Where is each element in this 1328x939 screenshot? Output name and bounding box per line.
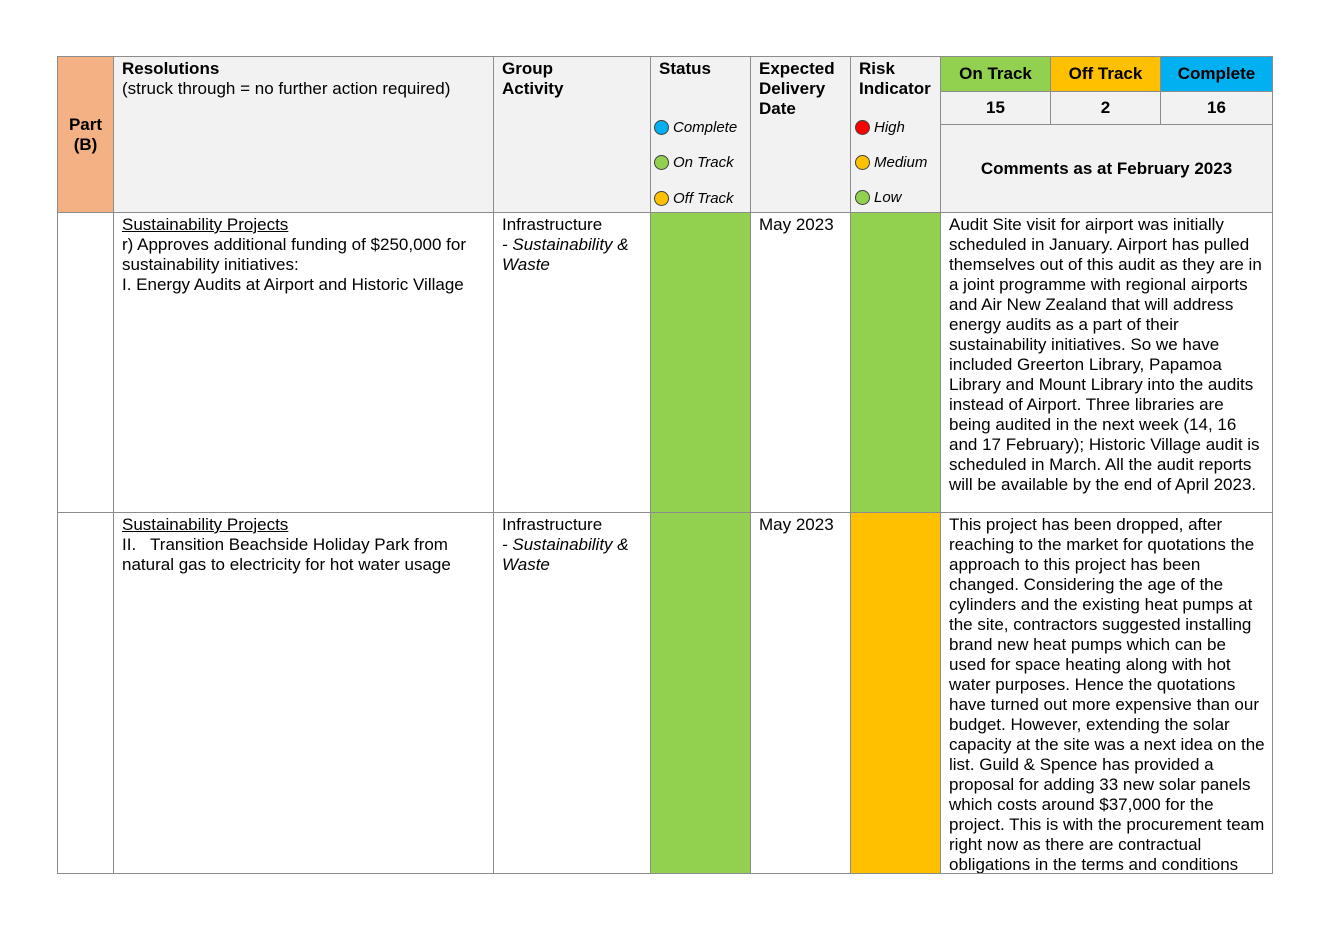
complete-summary-label: Complete: [1160, 56, 1273, 92]
high-risk-dot-icon: [855, 120, 870, 135]
row-2-status-cell: [650, 512, 751, 874]
row-1-project-title: Sustainability Projects: [122, 215, 289, 234]
expected-delivery-header: Expected Delivery Date: [750, 56, 851, 213]
status-legend-on-track: On Track: [654, 154, 734, 171]
row-2-group-cell: Infrastructure - Sustainability & Waste: [493, 512, 651, 874]
on-track-summary-label: On Track: [940, 56, 1051, 92]
row-2-delivery-date: May 2023: [750, 512, 851, 874]
risk-legend-medium: Medium: [855, 154, 927, 171]
part-header: Part (B): [57, 56, 114, 213]
status-legend-off-track: Off Track: [654, 190, 734, 207]
row-1-delivery-date: May 2023: [750, 212, 851, 513]
row-1-comment: Audit Site visit for airport was initial…: [940, 212, 1273, 513]
off-track-count: 2: [1050, 91, 1161, 125]
row-1-risk-cell: [850, 212, 941, 513]
resolutions-subtitle: (struck through = no further action requ…: [122, 79, 451, 98]
status-title: Status: [659, 59, 711, 78]
row-2-project-title: Sustainability Projects: [122, 515, 289, 534]
off-track-dot-icon: [654, 191, 669, 206]
risk-legend-low: Low: [855, 189, 902, 206]
row-2-resolution-text: II. Transition Beachside Holiday Park fr…: [122, 535, 453, 574]
resolutions-table: Part (B) Resolutions (struck through = n…: [57, 56, 1273, 874]
row-2-activity: - Sustainability & Waste: [502, 535, 629, 574]
risk-indicator-header: Risk Indicator High Medium Low: [850, 56, 941, 213]
row-1-status-cell: [650, 212, 751, 513]
status-legend-complete: Complete: [654, 119, 737, 136]
off-track-summary-label: Off Track: [1050, 56, 1161, 92]
low-risk-dot-icon: [855, 190, 870, 205]
on-track-dot-icon: [654, 155, 669, 170]
complete-dot-icon: [654, 120, 669, 135]
risk-legend-high: High: [855, 119, 905, 136]
complete-count: 16: [1160, 91, 1273, 125]
comments-title: Comments as at February 2023: [940, 124, 1273, 213]
row-1-resolution-text: r) Approves additional funding of $250,0…: [122, 235, 467, 294]
row-1-group: Infrastructure: [502, 215, 603, 234]
medium-risk-dot-icon: [855, 155, 870, 170]
status-header: Status Complete On Track Off Track: [650, 56, 751, 213]
row-2-part-cell: [57, 512, 114, 874]
row-1-group-cell: Infrastructure - Sustainability & Waste: [493, 212, 651, 513]
risk-title: Risk Indicator: [859, 59, 931, 98]
row-1-resolution-cell: Sustainability Projects r) Approves addi…: [113, 212, 494, 513]
resolutions-title: Resolutions: [122, 59, 220, 78]
group-activity-header: Group Activity: [493, 56, 651, 213]
row-2-group: Infrastructure: [502, 515, 603, 534]
row-1-part-cell: [57, 212, 114, 513]
row-2-resolution-cell: Sustainability Projects II. Transition B…: [113, 512, 494, 874]
resolutions-header: Resolutions (struck through = no further…: [113, 56, 494, 213]
on-track-count: 15: [940, 91, 1051, 125]
row-2-risk-cell: [850, 512, 941, 874]
row-1-activity: - Sustainability & Waste: [502, 235, 629, 274]
row-2-comment: This project has been dropped, after rea…: [940, 512, 1273, 874]
